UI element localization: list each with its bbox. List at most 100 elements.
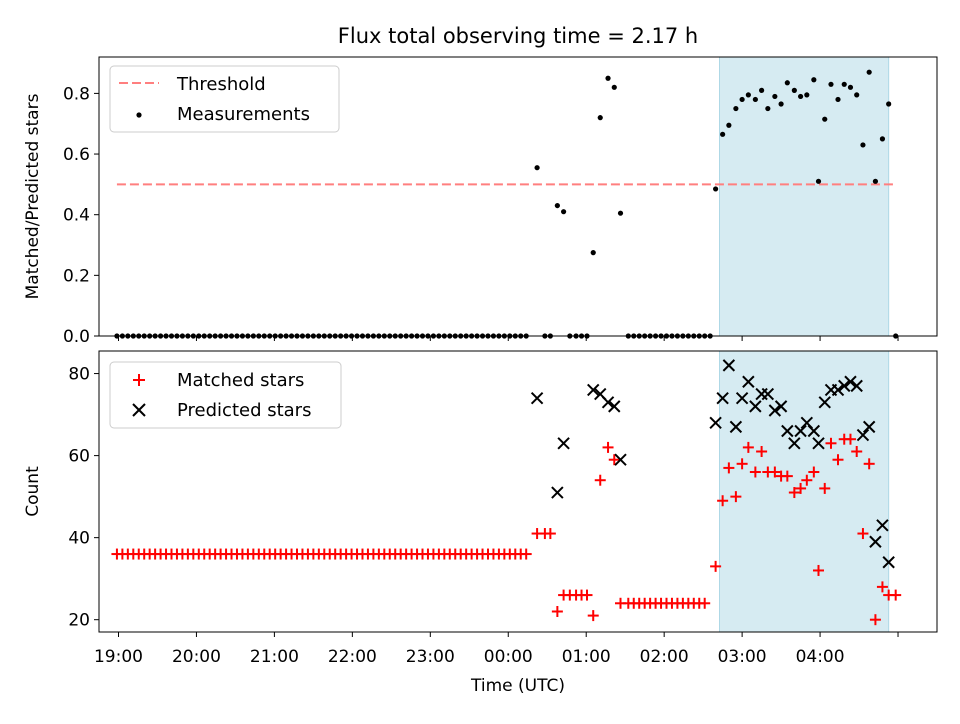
matched-star-point — [857, 528, 869, 540]
matched-star-point — [890, 589, 902, 601]
matched-star-point — [876, 581, 888, 593]
y-tick-label: 0.6 — [63, 145, 90, 165]
measurement-point — [611, 84, 617, 90]
measurement-point — [804, 92, 810, 98]
measurement-point — [772, 93, 778, 100]
measurement-point — [886, 101, 892, 107]
ratio-axes-frame — [98, 56, 938, 337]
predicted-star-point — [862, 420, 876, 434]
matched-star-point — [551, 605, 563, 617]
y-tick-label: 20 — [68, 611, 90, 631]
measurement-point — [828, 81, 834, 87]
measurement-point — [759, 87, 765, 93]
predicted-star-point — [768, 404, 782, 417]
predicted-star-point — [876, 519, 889, 532]
predicted-star-point — [716, 391, 729, 405]
measurement-point — [847, 84, 854, 90]
measurement-point — [605, 75, 611, 81]
x-tick-label: 21:00 — [250, 647, 299, 667]
measurement-point — [811, 77, 817, 83]
legend-matched-swatch — [133, 374, 145, 386]
predicted-star-point — [551, 486, 564, 499]
predicted-star-point — [761, 387, 775, 401]
matched-star-point — [544, 528, 556, 540]
measurement-point — [597, 115, 603, 121]
matched-star-point — [730, 491, 742, 503]
measurement-point — [534, 165, 540, 171]
x-tick-label: 03:00 — [718, 647, 767, 667]
predicted-star-point — [557, 437, 570, 450]
observing-window-span — [719, 350, 890, 633]
predicted-star-points — [530, 359, 895, 569]
measurement-point — [726, 122, 732, 128]
count-axes-frame — [98, 350, 938, 633]
predicted-star-point — [807, 424, 821, 438]
ratio-legend-box — [109, 65, 340, 133]
predicted-star-point — [742, 375, 755, 388]
measurement-point — [778, 101, 784, 107]
matched-star-point — [769, 466, 781, 478]
matched-star-point — [581, 589, 593, 601]
x-tick-label: 23:00 — [406, 647, 455, 667]
predicted-star-point — [831, 383, 845, 397]
predicted-star-point — [749, 400, 762, 413]
matched-star-point — [602, 441, 614, 453]
y-tick-label: 40 — [68, 529, 90, 549]
matched-star-point — [736, 458, 748, 470]
predicted-star-point — [530, 391, 544, 405]
measurement-point — [745, 92, 751, 98]
matched-star-points — [111, 433, 902, 626]
observing-window-span — [719, 56, 890, 337]
y-tick-label: 80 — [68, 365, 90, 385]
matched-star-point — [608, 454, 620, 466]
x-tick-label: 04:00 — [796, 647, 845, 667]
matched-star-point — [749, 466, 761, 478]
legend-measurements-swatch — [136, 112, 142, 118]
measurement-point — [797, 93, 804, 100]
predicted-star-point — [601, 396, 615, 409]
measurement-point — [617, 210, 624, 216]
predicted-star-point — [794, 424, 807, 438]
predicted-star-point — [781, 424, 794, 438]
matched-star-point — [710, 560, 722, 572]
predicted-star-point — [850, 379, 863, 393]
y-tick-label: 0.8 — [63, 84, 90, 104]
predicted-star-point — [788, 437, 801, 450]
x-tick-label: 02:00 — [640, 647, 689, 667]
measurement-point — [561, 209, 567, 215]
y-tick-label: 0.0 — [63, 327, 90, 347]
legend-predicted-swatch — [132, 403, 146, 417]
count-legend: Matched stars Predicted stars — [109, 361, 342, 429]
predicted-star-point — [882, 556, 895, 569]
matched-star-point — [717, 495, 729, 507]
count-panel: 20 40 60 80 19:00 20:00 21:00 22:00 23:00 00:00 0… — [23, 350, 938, 696]
predicted-star-point — [818, 396, 831, 409]
legend-measurements-label: Measurements — [177, 104, 310, 125]
measurement-point — [713, 186, 719, 192]
matched-star-point — [520, 548, 532, 560]
measurement-point — [752, 96, 758, 103]
predicted-star-point — [735, 391, 749, 405]
legend-matched-label: Matched stars — [177, 370, 304, 391]
matched-star-point — [587, 610, 599, 622]
measurement-point — [765, 105, 771, 112]
measurement-point — [720, 131, 726, 137]
predicted-star-point — [838, 379, 851, 393]
measurement-point — [879, 136, 886, 142]
predicted-star-point — [774, 400, 788, 413]
ratio-panel: 0.0 0.2 0.4 0.6 0.8 Flux total observing tim… — [23, 24, 938, 347]
legend-threshold-label: Threshold — [176, 74, 266, 95]
measurement-point — [854, 92, 860, 98]
matched-star-point — [808, 466, 820, 478]
y-tick-label: 0.4 — [63, 206, 90, 226]
y-tick-label: 60 — [68, 447, 90, 467]
measurement-point — [554, 202, 560, 209]
matched-star-point — [699, 597, 711, 609]
matched-star-point — [863, 458, 875, 470]
predicted-star-point — [844, 375, 857, 388]
measurement-point — [872, 178, 879, 184]
predicted-star-point — [587, 383, 600, 397]
measurement-point — [733, 105, 739, 112]
count-y-axis-label: Count — [23, 466, 43, 517]
